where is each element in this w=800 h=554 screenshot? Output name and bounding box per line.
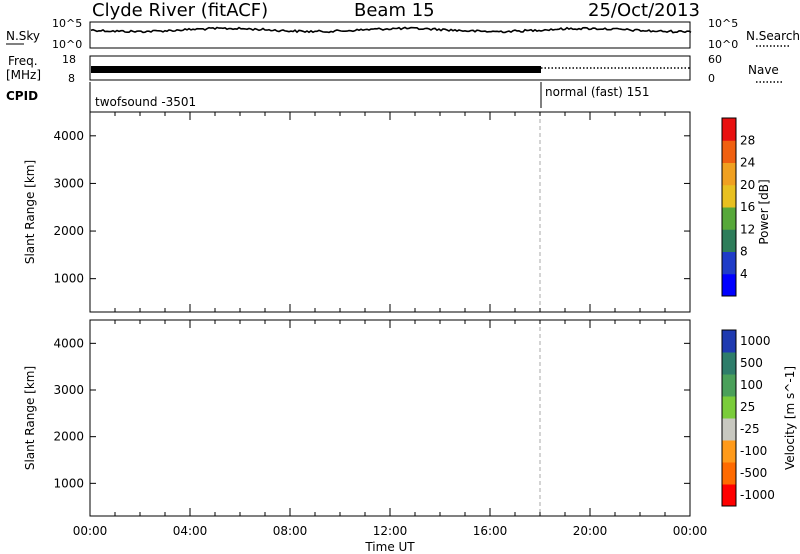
freq-trace <box>91 66 541 73</box>
noise-left-tick-top: 10^5 <box>52 17 82 30</box>
noise-search-label: N.Search <box>746 29 800 43</box>
noise-sky-label: N.Sky <box>6 29 40 43</box>
freq-strip-frame <box>89 55 691 81</box>
freq-unit-label: [MHz] <box>6 68 41 82</box>
noise-trace <box>90 26 692 34</box>
freq-left-tick-bottom: 8 <box>68 72 75 85</box>
cpid-mode-2: normal (fast) 151 <box>545 85 649 99</box>
beam-title: Beam 15 <box>354 0 435 21</box>
freq-strip: Freq. [MHz] 18 8 60 0 Nave <box>6 53 782 85</box>
noise-left-tick-bottom: 10^0 <box>52 38 82 51</box>
noise-right-tick-top: 10^5 <box>708 17 738 30</box>
noise-strip-frame <box>89 21 691 49</box>
cpid-mode-1: twofsound -3501 <box>95 95 196 109</box>
noise-right-tick-bottom: 10^0 <box>708 38 738 51</box>
noise-strip: N.Sky 10^5 10^0 10^5 10^0 N.Search <box>6 17 800 51</box>
date-title: 25/Oct/2013 <box>588 0 700 21</box>
freq-right-tick-top: 60 <box>708 53 722 66</box>
freq-left-tick-top: 18 <box>62 53 76 66</box>
freq-label: Freq. <box>8 54 38 68</box>
cpid-label: CPID <box>6 89 38 103</box>
nave-label: Nave <box>748 63 779 77</box>
cpid-strip: CPID twofsound -3501 normal (fast) 151 <box>6 82 649 112</box>
freq-right-tick-bottom: 0 <box>708 72 715 85</box>
station-title: Clyde River (fitACF) <box>92 0 268 21</box>
